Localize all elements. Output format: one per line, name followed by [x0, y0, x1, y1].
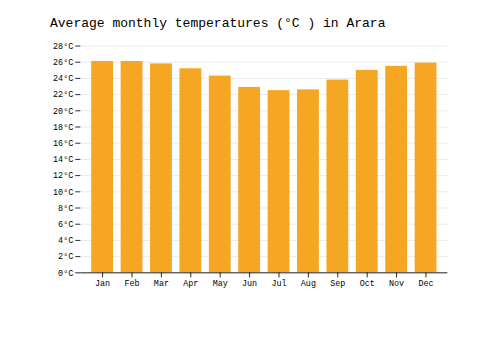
svg-text:Jul: Jul [271, 279, 286, 289]
html-text:Average monthly temperatures (: Average monthly temperatures (°C ) in Ar… [50, 16, 386, 31]
svg-text:Mar: Mar [154, 279, 169, 289]
svg-text:Oct: Oct [360, 279, 375, 289]
svg-text:Feb: Feb [124, 279, 139, 289]
svg-text:10°C: 10°C [53, 188, 73, 198]
svg-text:Apr: Apr [183, 279, 198, 289]
svg-text:Jan: Jan [95, 279, 110, 289]
svg-text:28°C: 28°C [53, 42, 73, 52]
svg-text:26°C: 26°C [53, 58, 73, 68]
svg-text:22°C: 22°C [53, 90, 73, 100]
svg-text:20°C: 20°C [53, 107, 73, 117]
svg-text:14°C: 14°C [53, 155, 73, 165]
svg-text:12°C: 12°C [53, 171, 73, 181]
svg-text:24°C: 24°C [53, 74, 73, 84]
svg-text:8°C: 8°C [58, 204, 73, 214]
svg-text:4°C: 4°C [58, 236, 73, 246]
svg-text:Jun: Jun [242, 279, 257, 289]
svg-text:16°C: 16°C [53, 139, 73, 149]
svg-text:0°C: 0°C [58, 269, 73, 279]
svg-text:Nov: Nov [389, 279, 404, 289]
svg-text:Dec: Dec [418, 279, 433, 289]
svg-text:May: May [213, 279, 228, 289]
svg-text:6°C: 6°C [58, 220, 73, 230]
svg-text:2°C: 2°C [58, 252, 73, 262]
svg-text:18°C: 18°C [53, 123, 73, 133]
svg-text:Aug: Aug [301, 279, 316, 289]
svg-text:Sep: Sep [330, 279, 345, 289]
